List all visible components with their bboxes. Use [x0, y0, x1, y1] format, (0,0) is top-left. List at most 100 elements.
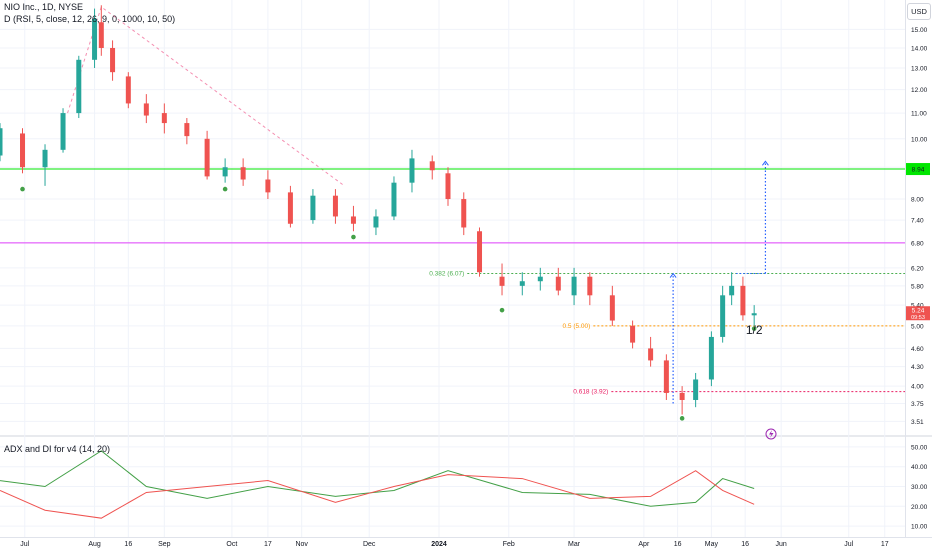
x-tick-label: Mar	[568, 541, 581, 548]
divergence-marker	[679, 416, 685, 421]
lightning-icon	[769, 430, 774, 438]
y-tick-label: 10.00	[911, 136, 928, 143]
candle-body	[125, 76, 131, 104]
candle-body	[751, 313, 757, 316]
y-tick-label: 14.00	[911, 45, 928, 52]
y-tick-label: 7.40	[911, 218, 924, 225]
candle-body	[693, 379, 699, 400]
sub-y-tick-label: 50.00	[911, 444, 928, 451]
candle-body	[630, 325, 636, 343]
y-tick-label: 5.00	[911, 323, 924, 330]
x-tick-label: May	[705, 541, 719, 548]
x-tick-label: 16	[124, 541, 132, 548]
y-tick-label: 8.00	[911, 197, 924, 204]
y-tick-label: 5.80	[911, 283, 924, 290]
events-icon	[765, 428, 777, 440]
candle-body	[265, 179, 271, 193]
candle-body	[161, 113, 167, 124]
candle-body	[477, 231, 483, 273]
candle-body	[240, 167, 246, 180]
level-tag-value: 8.94	[912, 167, 925, 174]
fib-level-label: 0.618 (3.92)	[573, 389, 608, 396]
candle-body	[98, 22, 104, 48]
last-price-tag	[906, 306, 930, 321]
last-price-value: 5.24	[912, 308, 925, 315]
y-tick-label: 13.00	[911, 65, 928, 72]
indicator-label: D (RSI, 5, close, 12, 26, 9, 0, 1000, 10…	[4, 14, 176, 24]
di-plus-line	[0, 450, 755, 507]
x-tick-label: Apr	[638, 541, 650, 548]
fib-level-label: 0.5 (5.00)	[563, 323, 591, 330]
y-tick-label: 12.00	[911, 87, 928, 94]
di-minus-line	[0, 470, 755, 519]
divergence-marker	[20, 186, 25, 192]
x-tick-label: Jun	[776, 541, 787, 548]
y-tick-label: 11.00	[911, 111, 927, 118]
last-price-countdown: 09:53	[911, 315, 925, 321]
divergence-marker	[351, 234, 356, 240]
candle-body	[740, 285, 746, 316]
candle-body	[222, 167, 228, 177]
candle-body	[184, 123, 190, 137]
candle-body	[708, 336, 714, 380]
y-tick-label: 4.00	[911, 384, 924, 391]
x-tick-label: Oct	[226, 541, 237, 548]
x-tick-label: 16	[674, 541, 682, 548]
candle-body	[76, 59, 82, 114]
level-tag	[906, 163, 930, 176]
y-tick-label: 3.75	[911, 401, 924, 408]
projection-arrow-up	[762, 160, 769, 166]
candle-body	[143, 103, 149, 116]
candle-body	[729, 285, 735, 296]
candle-body	[609, 295, 615, 321]
projection-arrow-down	[669, 272, 677, 278]
candle-body	[287, 192, 293, 224]
x-tick-label: 2024	[431, 541, 447, 548]
y-tick-label: 5.40	[911, 303, 924, 310]
candle-body	[461, 199, 467, 228]
fib-level-label: 0.382 (6.07)	[429, 271, 464, 278]
candle-body	[0, 128, 3, 156]
candle-body	[429, 161, 435, 171]
x-tick-label: Jul	[844, 541, 853, 548]
candle-body	[720, 295, 726, 337]
x-tick-label: Aug	[88, 541, 101, 548]
candle-body	[587, 276, 593, 296]
candle-body	[391, 182, 397, 217]
currency-button[interactable]: USD	[907, 3, 931, 20]
candle-body	[445, 173, 451, 200]
sub-y-tick-label: 40.00	[911, 464, 928, 471]
candle-body	[42, 149, 48, 168]
x-tick-label: Nov	[295, 541, 308, 548]
candle-body	[571, 276, 577, 296]
candle-body	[204, 138, 210, 177]
candle-body	[648, 348, 654, 361]
y-tick-label: 4.60	[911, 346, 924, 353]
y-tick-label: 15.00	[911, 27, 928, 34]
x-tick-label: Jul	[20, 541, 29, 548]
sub-y-tick-label: 10.00	[911, 524, 928, 531]
candle-body	[110, 47, 116, 73]
candle-body	[350, 216, 356, 224]
chart-title: NIO Inc., 1D, NYSE	[4, 2, 84, 12]
x-tick-label: 16	[741, 541, 749, 548]
divergence-marker	[222, 186, 228, 192]
candle-body	[555, 276, 561, 291]
y-tick-label: 3.51	[911, 419, 924, 426]
sub-indicator-label: ADX and DI for v4 (14, 20)	[4, 444, 111, 454]
candle-body	[20, 133, 26, 168]
x-tick-label: Dec	[363, 541, 376, 548]
candle-body	[60, 113, 66, 150]
candle-body	[310, 195, 316, 221]
x-tick-label: Sep	[158, 541, 171, 548]
candle-body	[519, 281, 525, 286]
candle-body	[663, 360, 669, 393]
x-tick-label: 17	[881, 541, 889, 548]
candle-body	[679, 392, 685, 400]
candle-body	[499, 276, 505, 286]
candle-body	[92, 18, 98, 60]
y-tick-label: 6.20	[911, 265, 924, 272]
sub-y-tick-label: 30.00	[911, 484, 928, 491]
